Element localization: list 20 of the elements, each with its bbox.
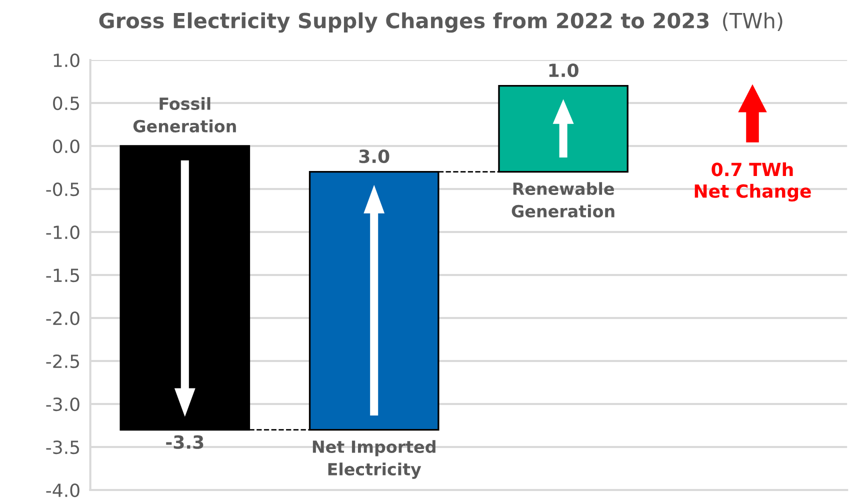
y-tick-label: 0.0 [53,139,80,154]
text: 0.7 TWh Net Change [694,162,811,202]
data-label: -3.3 [166,435,204,449]
chart-title: Gross Electricity Supply Changes from 2022 to 2023 [99,12,709,33]
y-tick-label: -4.0 [46,483,80,498]
text: (TWh) [723,12,782,31]
x-tick-label: Renewable Generation [512,182,614,218]
x-tick-label: Fossil Generation [133,97,236,132]
data-label: 3.0 [359,149,390,164]
y-tick-label: 0.5 [53,96,79,110]
y-tick-label: -2.0 [46,311,80,326]
y-tick-label: -3.0 [46,397,80,412]
x-tick-label: Net Imported Electricity [312,440,436,479]
y-tick-label: -3.5 [46,440,79,454]
y-tick-label: -1.5 [46,268,79,282]
y-tick-label: -1.0 [46,225,80,240]
y-tick-label: -2.5 [46,354,79,368]
y-tick-label: -0.5 [46,182,79,196]
y-tick-label: 1.0 [54,53,80,68]
data-label: 1.0 [549,63,578,78]
